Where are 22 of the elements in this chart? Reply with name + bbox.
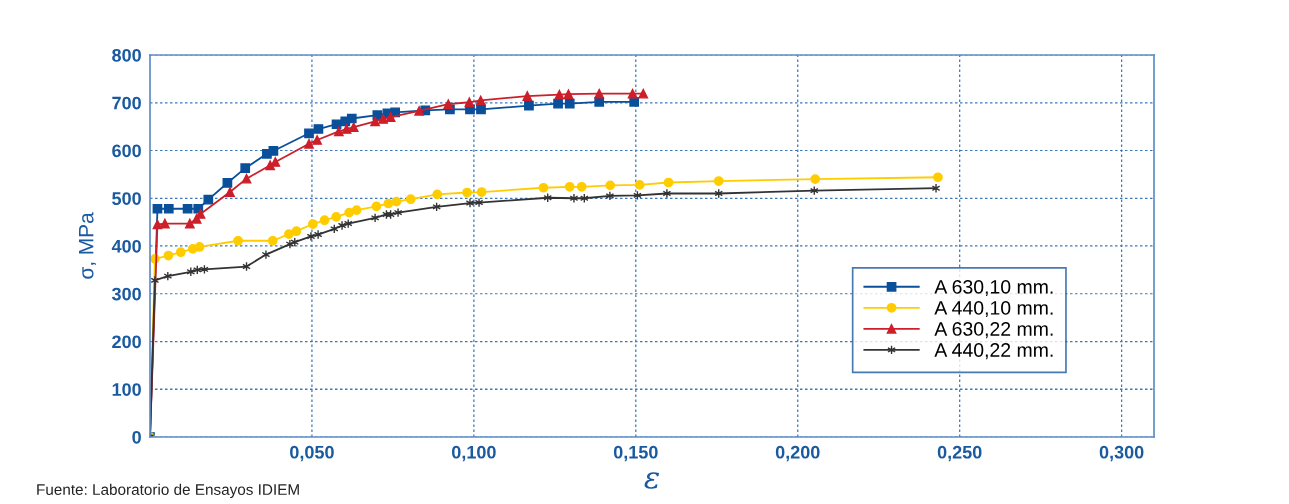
x-tick-label: 0,200 (775, 445, 820, 462)
legend-label: A 440,22 mm. (934, 343, 1053, 360)
y-axis-title: σ, MPa (79, 212, 96, 279)
legend-label: A 630,22 mm. (934, 322, 1053, 339)
y-tick-label: 400 (111, 239, 141, 253)
x-tick-label: 0,300 (1099, 445, 1144, 462)
y-tick-label: 800 (112, 48, 141, 62)
y-tick-label: 700 (112, 96, 141, 110)
legend-label: A 630,10 mm. (934, 279, 1053, 297)
legend-label: A 440,10 mm. (934, 301, 1053, 318)
y-tick-label: 300 (111, 287, 141, 301)
x-axis-title: ε (644, 472, 660, 489)
x-tick-label: 0,150 (613, 445, 658, 462)
x-tick-label: 0,050 (290, 445, 334, 462)
x-tick-label: 0,100 (452, 445, 496, 462)
x-tick-label: 0,250 (937, 445, 982, 462)
y-tick-label: 200 (112, 335, 141, 349)
y-tick-label: 500 (112, 192, 141, 205)
y-tick-label: 100 (112, 383, 141, 396)
source-note: Fuente: Laboratorio de Ensayos IDIEM (37, 483, 299, 498)
y-tick-label: 0 (132, 430, 141, 444)
y-tick-label: 600 (112, 144, 141, 158)
